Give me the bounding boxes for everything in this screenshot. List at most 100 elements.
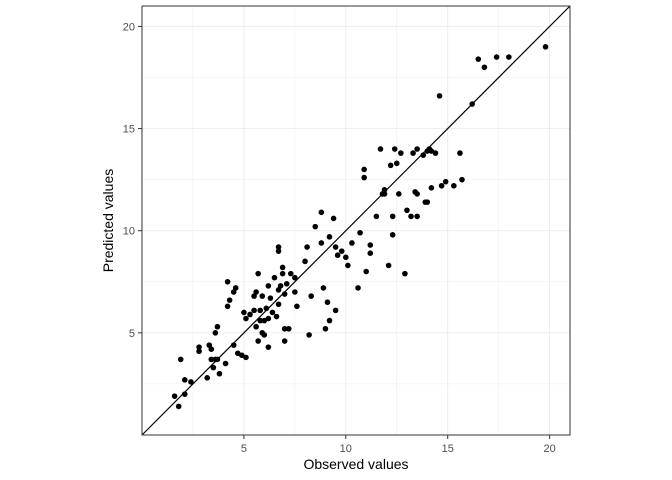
data-point	[287, 270, 294, 277]
data-point	[214, 356, 221, 363]
data-point	[216, 370, 223, 377]
data-point	[308, 293, 314, 299]
data-point	[257, 307, 264, 314]
data-point	[230, 342, 237, 348]
data-point	[182, 391, 188, 397]
data-point	[373, 213, 380, 220]
y-axis-ticks: 5 10 15 20	[123, 21, 142, 340]
data-point	[332, 244, 339, 250]
data-point	[273, 313, 280, 320]
data-point	[408, 213, 414, 220]
data-point	[265, 315, 272, 322]
data-point	[451, 182, 457, 189]
data-point	[318, 240, 325, 246]
data-point	[387, 162, 394, 169]
y-tick-label: 15	[123, 124, 135, 136]
x-axis-title: Observed values	[303, 456, 408, 472]
data-point	[320, 285, 327, 291]
data-point	[259, 293, 266, 299]
data-point	[393, 160, 400, 167]
data-point	[414, 213, 420, 220]
data-point	[281, 291, 288, 297]
data-point	[361, 166, 367, 173]
data-point	[214, 323, 221, 330]
data-point	[292, 274, 298, 281]
data-point	[304, 244, 310, 250]
x-tick-label: 5	[241, 443, 247, 455]
x-tick-label: 10	[340, 443, 352, 455]
data-point	[251, 307, 257, 314]
data-point	[255, 338, 261, 344]
y-tick-label: 20	[123, 21, 135, 33]
data-point	[343, 254, 349, 261]
data-point	[241, 309, 247, 316]
data-point	[355, 285, 361, 291]
data-point	[377, 146, 384, 152]
data-point	[506, 54, 512, 60]
data-point	[196, 344, 202, 350]
data-point	[414, 146, 420, 152]
data-point	[279, 264, 286, 271]
data-point	[224, 303, 231, 310]
data-point	[475, 56, 482, 62]
data-point	[404, 207, 410, 214]
y-tick-label: 5	[129, 328, 135, 340]
data-point	[279, 270, 286, 277]
data-point	[232, 285, 239, 291]
data-point	[398, 150, 404, 156]
y-axis-title: Predicted values	[100, 169, 116, 273]
data-point	[424, 199, 431, 205]
data-point	[481, 64, 488, 71]
data-point	[457, 150, 463, 156]
data-point	[243, 354, 249, 361]
x-tick-label: 15	[442, 443, 454, 455]
data-point	[326, 234, 333, 240]
data-point	[367, 242, 374, 248]
data-point	[204, 375, 211, 381]
data-point	[345, 262, 351, 269]
data-point	[410, 150, 416, 156]
data-point	[263, 305, 270, 312]
data-point	[542, 44, 549, 50]
data-point	[330, 215, 337, 222]
data-point	[469, 101, 475, 107]
data-point	[396, 191, 402, 197]
data-point	[243, 315, 249, 322]
data-point	[324, 299, 331, 306]
data-point	[261, 332, 268, 338]
reference-line-group	[141, 5, 571, 436]
data-point	[253, 289, 259, 295]
data-point	[171, 393, 178, 399]
data-point	[318, 209, 325, 216]
data-point	[277, 283, 284, 289]
data-point	[414, 191, 420, 197]
data-point	[381, 191, 388, 197]
data-point	[271, 274, 278, 281]
data-point	[208, 346, 215, 353]
data-point	[361, 174, 367, 181]
data-point	[302, 258, 308, 265]
data-point	[226, 297, 233, 303]
data-point	[332, 307, 339, 314]
data-point	[391, 146, 398, 152]
data-point	[188, 379, 194, 385]
data-point	[275, 248, 282, 254]
data-point	[326, 317, 333, 324]
data-point	[222, 360, 229, 367]
data-point	[265, 344, 272, 350]
data-point	[334, 252, 341, 259]
data-point	[247, 311, 253, 318]
data-point	[357, 229, 363, 236]
data-point	[292, 289, 298, 295]
data-point	[281, 325, 288, 332]
data-points	[171, 44, 549, 410]
x-tick-label: 20	[543, 443, 555, 455]
data-point	[265, 283, 272, 289]
data-point	[208, 356, 215, 363]
data-point	[381, 187, 388, 193]
data-point	[257, 317, 264, 324]
data-point	[175, 403, 182, 410]
data-point	[338, 248, 345, 254]
data-point	[212, 330, 219, 336]
